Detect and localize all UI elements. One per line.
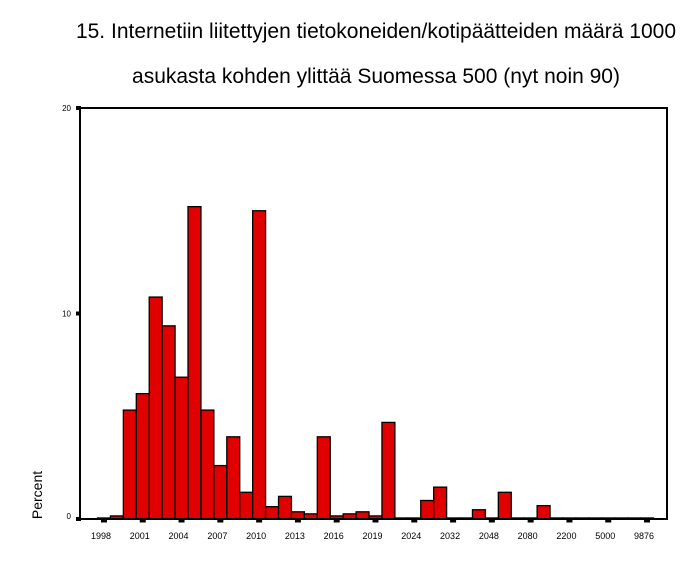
bar (277, 495, 293, 520)
x-tick-mark (411, 519, 418, 523)
bar (497, 491, 512, 520)
bar-series (96, 205, 655, 520)
bar (213, 464, 228, 520)
x-tick-label: 2024 (401, 531, 421, 541)
bar (471, 509, 487, 520)
x-tick-mark (100, 519, 107, 523)
x-tick-mark (644, 519, 651, 523)
x-axis: 1998 2001 2004 2007 2010 2013 2016 2019 2024 2032… (91, 519, 654, 541)
y-axis: 0 10 20 (62, 104, 81, 521)
bar (316, 436, 331, 520)
x-tick-mark (333, 519, 340, 523)
bar (174, 376, 189, 520)
bar (161, 325, 176, 520)
x-tick-label: 2001 (130, 531, 150, 541)
y-tick-mark (76, 311, 81, 316)
bar (433, 486, 448, 520)
x-tick-mark (527, 519, 534, 523)
bar (264, 506, 280, 520)
x-tick-label: 2007 (207, 531, 227, 541)
bar (122, 409, 137, 520)
chart-title-line-1: 15. Internetiin liitettyjen tietokoneide… (76, 20, 676, 43)
x-tick-mark (294, 519, 301, 523)
y-tick-mark (76, 517, 81, 521)
bar (200, 409, 215, 520)
bar (252, 210, 267, 520)
y-tick-label: 20 (62, 104, 71, 113)
x-tick-label: 2004 (169, 531, 189, 541)
x-tick-mark (372, 519, 379, 523)
bar (290, 511, 306, 520)
x-tick-label: 2010 (246, 531, 266, 541)
x-tick-label: 9876 (634, 531, 654, 541)
x-tick-mark (605, 519, 612, 523)
bar (135, 392, 150, 520)
bar (355, 511, 370, 520)
x-tick-mark (450, 519, 457, 523)
x-tick-label: 2019 (362, 531, 382, 541)
y-axis-label: Percent (29, 471, 45, 519)
bar (381, 421, 396, 520)
bar (239, 491, 254, 520)
y-tick-mark (76, 106, 81, 110)
bar (187, 205, 202, 520)
x-tick-label: 5000 (595, 531, 615, 541)
x-tick-mark (217, 519, 224, 523)
bar (226, 436, 241, 520)
x-tick-label: 2016 (324, 531, 344, 541)
x-tick-mark (256, 519, 263, 523)
y-tick-label: 10 (62, 310, 71, 319)
x-tick-mark (178, 519, 185, 523)
x-tick-label: 2200 (556, 531, 576, 541)
bar (536, 504, 551, 520)
chart-title-line-2: asukasta kohden ylittää Suomessa 500 (ny… (132, 65, 620, 88)
x-tick-label: 2048 (479, 531, 499, 541)
x-tick-label: 2080 (518, 531, 538, 541)
x-tick-mark (566, 519, 573, 523)
x-tick-label: 2032 (440, 531, 460, 541)
x-tick-mark (488, 519, 495, 523)
bar (420, 499, 435, 520)
x-tick-label: 1998 (91, 531, 111, 541)
x-tick-label: 2013 (285, 531, 305, 541)
y-tick-label: 0 (67, 512, 72, 521)
x-tick-mark (139, 519, 146, 523)
bar (148, 296, 163, 520)
